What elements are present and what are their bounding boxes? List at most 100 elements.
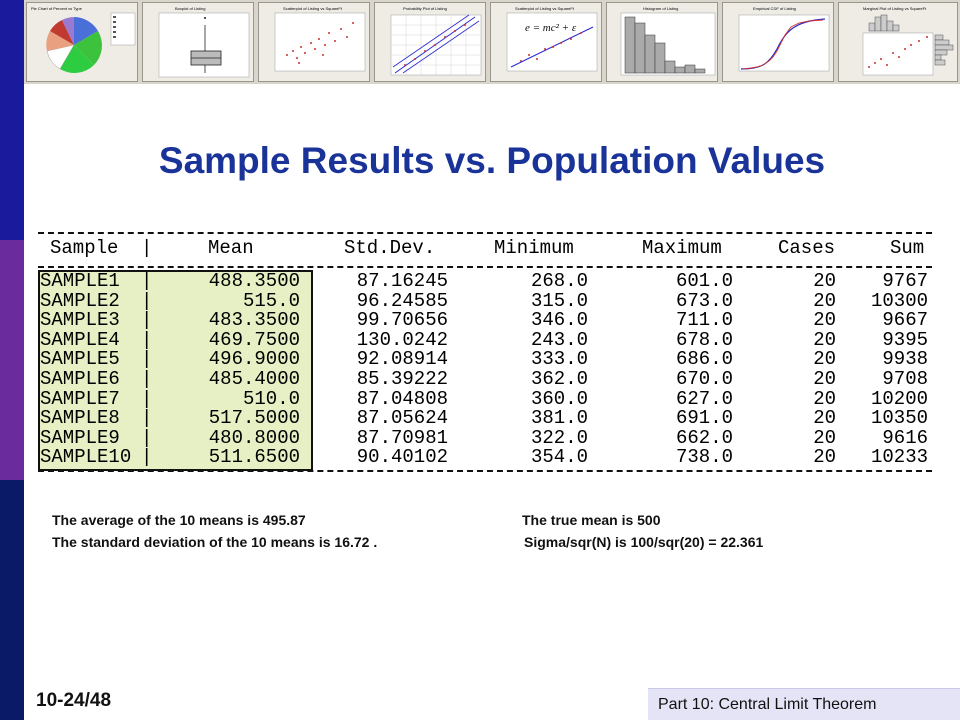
- thumbnail-caption: Scatterplot of Listing vs SquareFt: [515, 6, 575, 11]
- row-std-dev: 85.39222: [356, 368, 448, 390]
- row-minimum: 362.0: [530, 368, 588, 390]
- row-minimum: 346.0: [530, 309, 588, 332]
- column-separator: |: [141, 368, 153, 390]
- marginal-plot-thumbnail: Marginal Plot of Listing vs SquareFt: [838, 2, 958, 82]
- row-sum: 9708: [882, 368, 928, 390]
- row-sample: SAMPLE6: [40, 368, 120, 390]
- row-mean: 488.3500: [208, 270, 300, 292]
- row-cases: 20: [813, 426, 836, 449]
- average-of-means-note: The average of the 10 means is 495.87: [52, 512, 306, 528]
- row-mean: 496.9000: [208, 348, 300, 371]
- row-maximum: 711.0: [675, 309, 733, 332]
- row-std-dev: 87.05624: [356, 407, 448, 430]
- row-mean: 511.6500: [208, 446, 300, 469]
- row-mean: 515.0: [242, 289, 300, 312]
- footer-label: Part 10: Central Limit Theorem: [658, 696, 877, 713]
- row-maximum: 662.0: [675, 426, 733, 449]
- row-minimum: 381.0: [530, 407, 588, 430]
- row-sum: 10350: [870, 407, 928, 430]
- row-sum: 9616: [882, 426, 928, 449]
- row-maximum: 673.0: [675, 289, 733, 312]
- column-separator: |: [141, 407, 153, 430]
- table-row: SAMPLE6 | 485.4000 85.39222 362.0 670.0 20 9708: [38, 370, 932, 389]
- formula-text: e = mc² + ε: [525, 22, 577, 34]
- thumbnail-caption: Probability Plot of Listing: [403, 6, 447, 11]
- table-row: SAMPLE10 | 511.6500 90.40102 354.0 738.0 20 102…: [38, 448, 932, 467]
- row-std-dev: 87.70981: [356, 426, 448, 449]
- header-std-dev: Std.Dev.: [344, 237, 436, 259]
- row-cases: 20: [813, 387, 836, 410]
- row-sample: SAMPLE3: [40, 309, 120, 332]
- sd-of-means-note: The standard deviation of the 10 means i…: [52, 534, 378, 550]
- table-header-row: Sample | Mean Std.Dev. Minimum Maximum C…: [38, 239, 932, 258]
- table-row: SAMPLE7 | 510.0 87.04808 360.0 627.0 20 10200: [38, 387, 932, 410]
- table-row: SAMPLE8 | 517.5000 87.05624 381.0 691.0 20 1035…: [38, 409, 932, 428]
- row-sum: 10233: [870, 446, 928, 469]
- thumbnail-caption: Scatterplot of Listing vs SquareFt: [283, 6, 343, 11]
- sigma-note: Sigma/sqr(N) is 100/sqr(20) = 22.361: [524, 534, 764, 550]
- column-separator: |: [141, 426, 153, 449]
- row-maximum: 627.0: [675, 387, 733, 410]
- row-sample: SAMPLE2: [40, 289, 120, 312]
- column-separator: |: [141, 328, 153, 351]
- notes-line-1: The average of the 10 means is 495.87 Th…: [52, 512, 932, 532]
- left-accent-bar: [0, 0, 24, 720]
- row-sum: 9667: [882, 309, 928, 332]
- row-maximum: 601.0: [675, 270, 733, 292]
- column-separator: |: [141, 237, 153, 259]
- row-maximum: 678.0: [675, 328, 733, 351]
- column-separator: |: [141, 348, 153, 371]
- row-sum: 10200: [870, 387, 928, 410]
- row-std-dev: 99.70656: [356, 309, 448, 332]
- thumbnail-caption: Boxplot of Listing: [175, 6, 205, 11]
- sample-mean-highlight: [38, 270, 313, 471]
- row-std-dev: 130.0242: [356, 328, 448, 351]
- row-sample: SAMPLE8: [40, 407, 120, 430]
- row-sample: SAMPLE7: [40, 387, 120, 410]
- row-std-dev: 92.08914: [356, 348, 448, 371]
- row-cases: 20: [813, 348, 836, 371]
- row-sample: SAMPLE10: [40, 446, 132, 469]
- row-maximum: 670.0: [675, 368, 733, 390]
- regression-thumbnail: Scatterplot of Listing vs SquareFt e = m…: [490, 2, 602, 82]
- row-minimum: 243.0: [530, 328, 588, 351]
- column-separator: |: [141, 289, 153, 312]
- row-minimum: 354.0: [530, 446, 588, 469]
- histogram-thumbnail: Histogram of Listing: [606, 2, 718, 82]
- column-separator: |: [141, 446, 153, 469]
- page-number: 10-24/48: [36, 690, 112, 711]
- scatterplot-thumbnail: Scatterplot of Listing vs SquareFt: [258, 2, 370, 82]
- row-cases: 20: [813, 368, 836, 390]
- table-row: SAMPLE1 | 488.3500 87.16245 268.0 601.0 20 9767: [38, 272, 932, 291]
- thumbnail-caption: Empirical CDF of Listing: [753, 6, 796, 11]
- row-maximum: 691.0: [675, 407, 733, 430]
- row-mean: 485.4000: [208, 368, 300, 390]
- true-mean-note: The true mean is 500: [522, 512, 661, 528]
- row-mean: 483.3500: [208, 309, 300, 332]
- row-minimum: 315.0: [530, 289, 588, 312]
- thumbnail-caption: Histogram of Listing: [643, 6, 678, 11]
- thumbnail-caption: Marginal Plot of Listing vs SquareFt: [863, 6, 927, 11]
- column-separator: |: [141, 387, 153, 410]
- table-row: SAMPLE5 | 496.9000 92.08914 333.0 686.0 20 9938: [38, 350, 932, 369]
- probability-plot-thumbnail: Probability Plot of Listing: [374, 2, 486, 82]
- column-separator: |: [141, 309, 153, 332]
- row-sample: SAMPLE4: [40, 328, 120, 351]
- header-sample: Sample: [50, 237, 119, 259]
- thumbnail-caption: Pie Chart of Percent vs Type: [31, 6, 83, 11]
- table-rule-bottom: [38, 470, 932, 472]
- table-row: SAMPLE4 | 469.7500 130.0242 243.0 678.0 20 9395: [38, 328, 932, 351]
- thumbnail-strip: Pie Chart of Percent vs Type Boxplot of …: [24, 0, 960, 84]
- row-sum: 9395: [882, 328, 928, 351]
- row-cases: 20: [813, 270, 836, 292]
- row-std-dev: 90.40102: [356, 446, 448, 469]
- header-mean: Mean: [208, 237, 254, 259]
- row-cases: 20: [813, 328, 836, 351]
- header-maximum: Maximum: [642, 237, 722, 259]
- footer-box: Part 10: Central Limit Theorem: [648, 688, 960, 720]
- row-minimum: 360.0: [530, 387, 588, 410]
- row-minimum: 322.0: [530, 426, 588, 449]
- row-std-dev: 87.04808: [356, 387, 448, 410]
- row-cases: 20: [813, 309, 836, 332]
- row-sum: 9767: [882, 270, 928, 292]
